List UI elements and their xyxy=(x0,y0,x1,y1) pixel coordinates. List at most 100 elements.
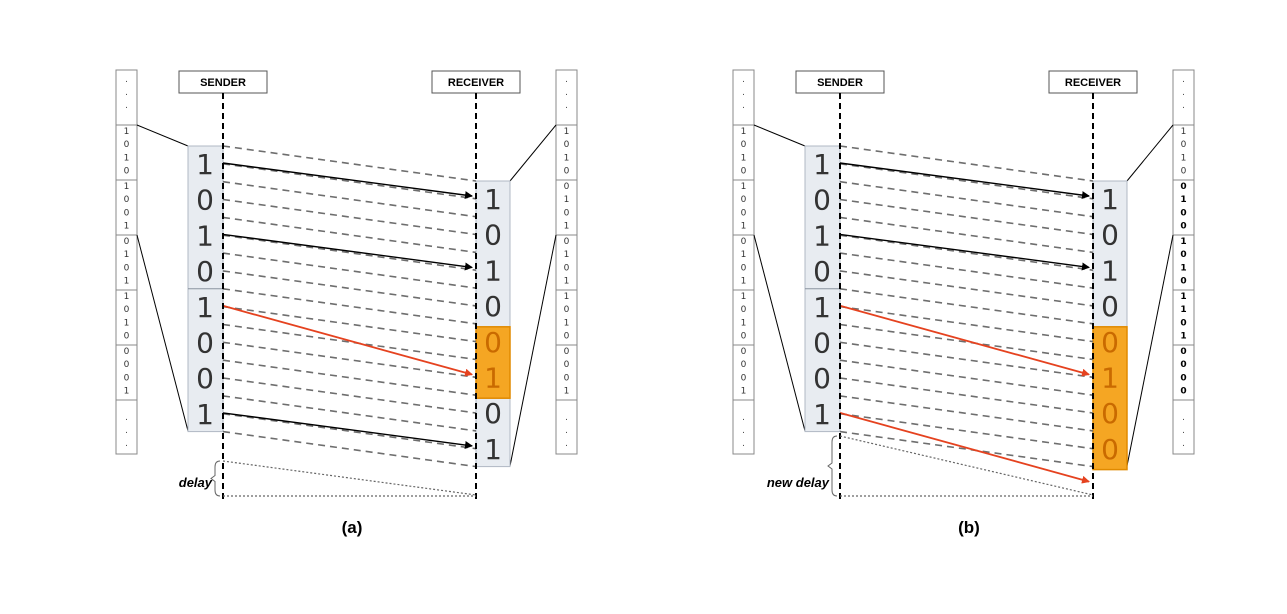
stream-bit: 0 xyxy=(564,182,570,192)
stream-bit: 0 xyxy=(564,305,570,315)
slot-boundary-line xyxy=(839,395,1094,432)
stream-bit: 0 xyxy=(564,140,570,150)
stream-bit: 1 xyxy=(741,222,747,232)
slot-boundary-line xyxy=(839,323,1094,361)
stream-bit: 0 xyxy=(741,140,747,150)
right-bit-stream: ... 1 0 1 0 0 1 0 1 0 1 0 1 1 0 1 0 0 0 0 1... xyxy=(555,69,578,455)
panel-caption: (b) xyxy=(958,518,980,537)
stream-bit: 1 xyxy=(124,250,130,260)
slot-boundary-line xyxy=(839,430,1094,468)
sender-label: SENDER xyxy=(200,77,246,89)
stream-bit: 1 xyxy=(124,277,130,287)
stream-bit: 1 xyxy=(1180,292,1186,302)
ellipsis-dot: . xyxy=(742,75,745,85)
sender-bit: 1 xyxy=(196,291,214,324)
transmission-arrows xyxy=(839,162,1090,484)
slot-boundary-line xyxy=(839,252,1094,289)
delay-indicator xyxy=(827,435,1094,497)
error-arrow xyxy=(839,304,1090,377)
stream-bit: 1 xyxy=(564,195,570,205)
stream-bit: 0 xyxy=(124,167,130,177)
ellipsis-dot: . xyxy=(565,426,568,436)
sender-bit: 1 xyxy=(813,219,831,252)
stream-bit: 0 xyxy=(564,347,570,357)
sender-label: SENDER xyxy=(817,77,863,89)
stream-bit: 0 xyxy=(124,263,130,273)
ellipsis-dot: . xyxy=(125,413,128,423)
slot-mid-line xyxy=(222,412,477,450)
stream-bit: 0 xyxy=(124,208,130,218)
stream-bit: 0 xyxy=(564,332,570,342)
slot-mid-line xyxy=(222,198,477,236)
mismatch-highlight xyxy=(1092,326,1128,471)
bit-arrow xyxy=(222,162,473,200)
stream-bit: 0 xyxy=(1180,373,1186,383)
slot-boundary-line xyxy=(222,252,477,289)
slot-mid-line xyxy=(839,305,1094,343)
ellipsis-dot: . xyxy=(565,413,568,423)
slot-mid-line xyxy=(839,163,1094,200)
stream-bit: 0 xyxy=(1180,387,1186,397)
stream-bit: 1 xyxy=(564,318,570,328)
stream-bit: 0 xyxy=(1180,182,1186,192)
ellipsis-dot: . xyxy=(742,88,745,98)
stream-bit: 1 xyxy=(741,387,747,397)
receiver-bit: 0 xyxy=(1101,290,1119,323)
ellipsis-dot: . xyxy=(1182,75,1185,85)
stream-bit: 1 xyxy=(124,153,130,163)
slot-boundary-line xyxy=(222,395,477,432)
sender-bit: 0 xyxy=(813,362,831,395)
stream-bit: 0 xyxy=(741,167,747,177)
stream-bit: 0 xyxy=(741,347,747,357)
stream-bit: 0 xyxy=(1180,277,1186,287)
slot-boundary-line xyxy=(839,145,1094,182)
sender-bit: 1 xyxy=(196,148,214,181)
slot-mid-line xyxy=(222,377,477,414)
slot-mid-line xyxy=(222,305,477,343)
sender-bit: 0 xyxy=(196,255,214,288)
stream-bit: 1 xyxy=(1180,237,1186,247)
stream-bit: 1 xyxy=(124,127,130,137)
sender-bit: 1 xyxy=(813,291,831,324)
stream-bit: 0 xyxy=(741,195,747,205)
slot-boundary-line xyxy=(222,359,477,396)
stream-bit: 1 xyxy=(124,318,130,328)
stream-bit: 0 xyxy=(564,373,570,383)
stream-bit: 0 xyxy=(124,347,130,357)
stream-bit: 1 xyxy=(124,182,130,192)
receiver-bit: 1 xyxy=(484,183,502,216)
receiver-bit: 0 xyxy=(1101,326,1119,359)
slot-boundary-line xyxy=(839,288,1094,325)
receiver-bit: 0 xyxy=(484,219,502,252)
stream-bit: 0 xyxy=(1180,318,1186,328)
slot-boundary-line xyxy=(839,180,1094,218)
slot-boundary-line xyxy=(222,288,477,325)
stream-bit: 1 xyxy=(564,277,570,287)
error-arrow xyxy=(839,412,1090,484)
stream-bit: 0 xyxy=(564,263,570,273)
sender-bit: 0 xyxy=(196,184,214,217)
ellipsis-dot: . xyxy=(565,439,568,449)
slot-mid-line xyxy=(839,270,1094,307)
stream-bit: 0 xyxy=(124,360,130,370)
stream-bit: 0 xyxy=(1180,208,1186,218)
slot-mid-line xyxy=(222,341,477,379)
stream-bit: 0 xyxy=(564,237,570,247)
stream-bit: 1 xyxy=(1180,305,1186,315)
ellipsis-dot: . xyxy=(1182,426,1185,436)
slot-boundary-line xyxy=(839,359,1094,396)
stream-bit: 0 xyxy=(124,305,130,315)
stream-bit: 1 xyxy=(741,250,747,260)
stream-bit: 0 xyxy=(564,360,570,370)
slot-boundary-line xyxy=(222,180,477,218)
stream-bit: 0 xyxy=(124,195,130,205)
bit-arrow xyxy=(839,233,1090,271)
stream-bit: 0 xyxy=(741,332,747,342)
slot-mid-line xyxy=(222,270,477,307)
receiver-bit: 1 xyxy=(484,362,502,395)
slot-boundary-line xyxy=(222,216,477,254)
dashed-timing-lines xyxy=(222,145,477,468)
